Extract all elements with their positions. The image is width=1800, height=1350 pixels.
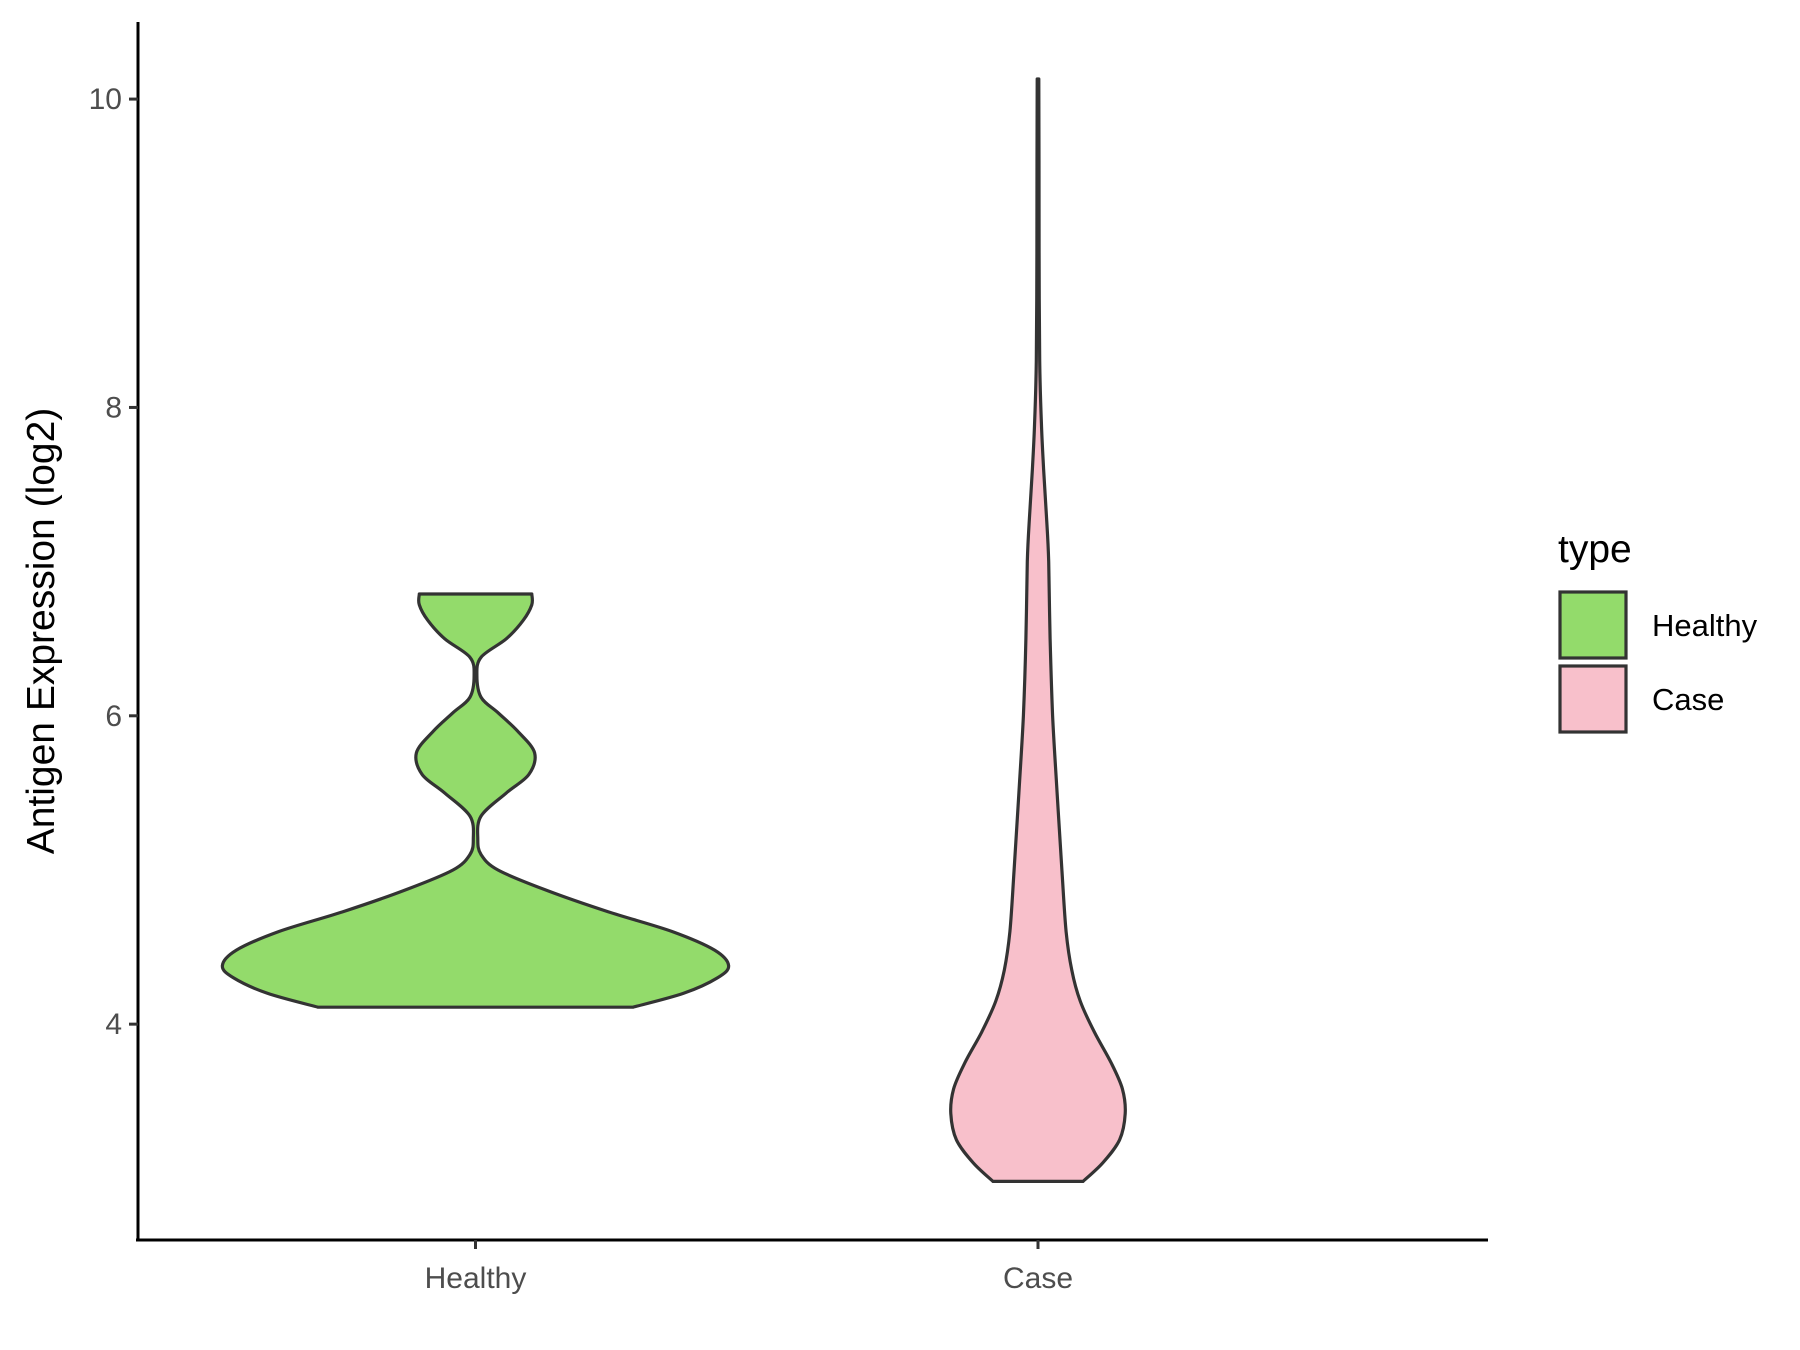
x-tick-label: Case <box>1003 1262 1073 1295</box>
x-tick-label: Healthy <box>425 1262 527 1295</box>
y-tick-label: 8 <box>105 391 122 424</box>
y-axis-title: Antigen Expression (log2) <box>20 408 63 855</box>
legend: type Healthy Case <box>1558 528 1758 734</box>
legend-swatch <box>1558 664 1628 734</box>
violin-healthy <box>220 592 731 1009</box>
legend-label: Healthy <box>1652 608 1758 643</box>
legend-swatch <box>1558 590 1628 660</box>
legend-label: Case <box>1652 682 1724 717</box>
legend-title: type <box>1558 528 1632 571</box>
y-tick-label: 6 <box>105 700 122 733</box>
x-axis-ticks: Healthy Case <box>425 1240 1073 1295</box>
y-axis-ticks: 4 6 8 10 <box>89 83 138 1041</box>
violin-layer <box>220 77 1127 1183</box>
legend-entries: Healthy Case <box>1558 590 1758 734</box>
violin-case <box>949 77 1127 1183</box>
y-tick-label: 10 <box>89 83 122 116</box>
y-tick-label: 4 <box>105 1008 122 1041</box>
